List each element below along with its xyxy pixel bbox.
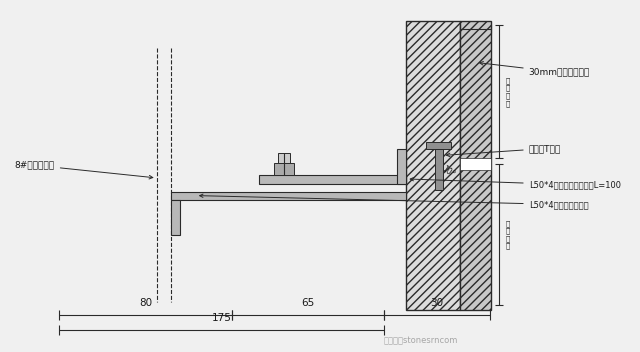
Bar bbox=[435, 149, 442, 190]
Text: 80: 80 bbox=[139, 298, 152, 308]
Text: 十
足
幕
仿: 十 足 幕 仿 bbox=[505, 77, 509, 107]
Text: 65: 65 bbox=[301, 298, 314, 308]
Bar bbox=[426, 142, 451, 149]
Text: L50*4热镀锌角钢幕架: L50*4热镀锌角钢幕架 bbox=[200, 194, 588, 209]
Bar bbox=[172, 201, 180, 235]
Text: 十
足
幕
仿: 十 足 幕 仿 bbox=[505, 220, 509, 250]
Bar bbox=[406, 21, 460, 310]
Text: 175: 175 bbox=[211, 313, 231, 323]
Bar bbox=[259, 175, 406, 184]
Text: 30mm厚花岗岩石材: 30mm厚花岗岩石材 bbox=[479, 62, 590, 77]
Text: 8#热镀锌槽钢: 8#热镀锌槽钢 bbox=[15, 161, 153, 179]
Text: 10°: 10° bbox=[440, 164, 456, 180]
Bar bbox=[460, 158, 492, 170]
Bar bbox=[397, 149, 406, 184]
Bar bbox=[274, 163, 294, 175]
Bar bbox=[460, 21, 492, 310]
Text: L50*4热镀锌角钢转接件L=100: L50*4热镀锌角钢转接件L=100 bbox=[410, 177, 621, 189]
Text: 微信号：stonesrncom: 微信号：stonesrncom bbox=[384, 336, 458, 345]
Text: 不锈钢T挂件: 不锈钢T挂件 bbox=[446, 144, 561, 157]
Bar bbox=[278, 153, 290, 163]
Text: 30: 30 bbox=[430, 298, 444, 308]
Bar bbox=[172, 192, 406, 201]
